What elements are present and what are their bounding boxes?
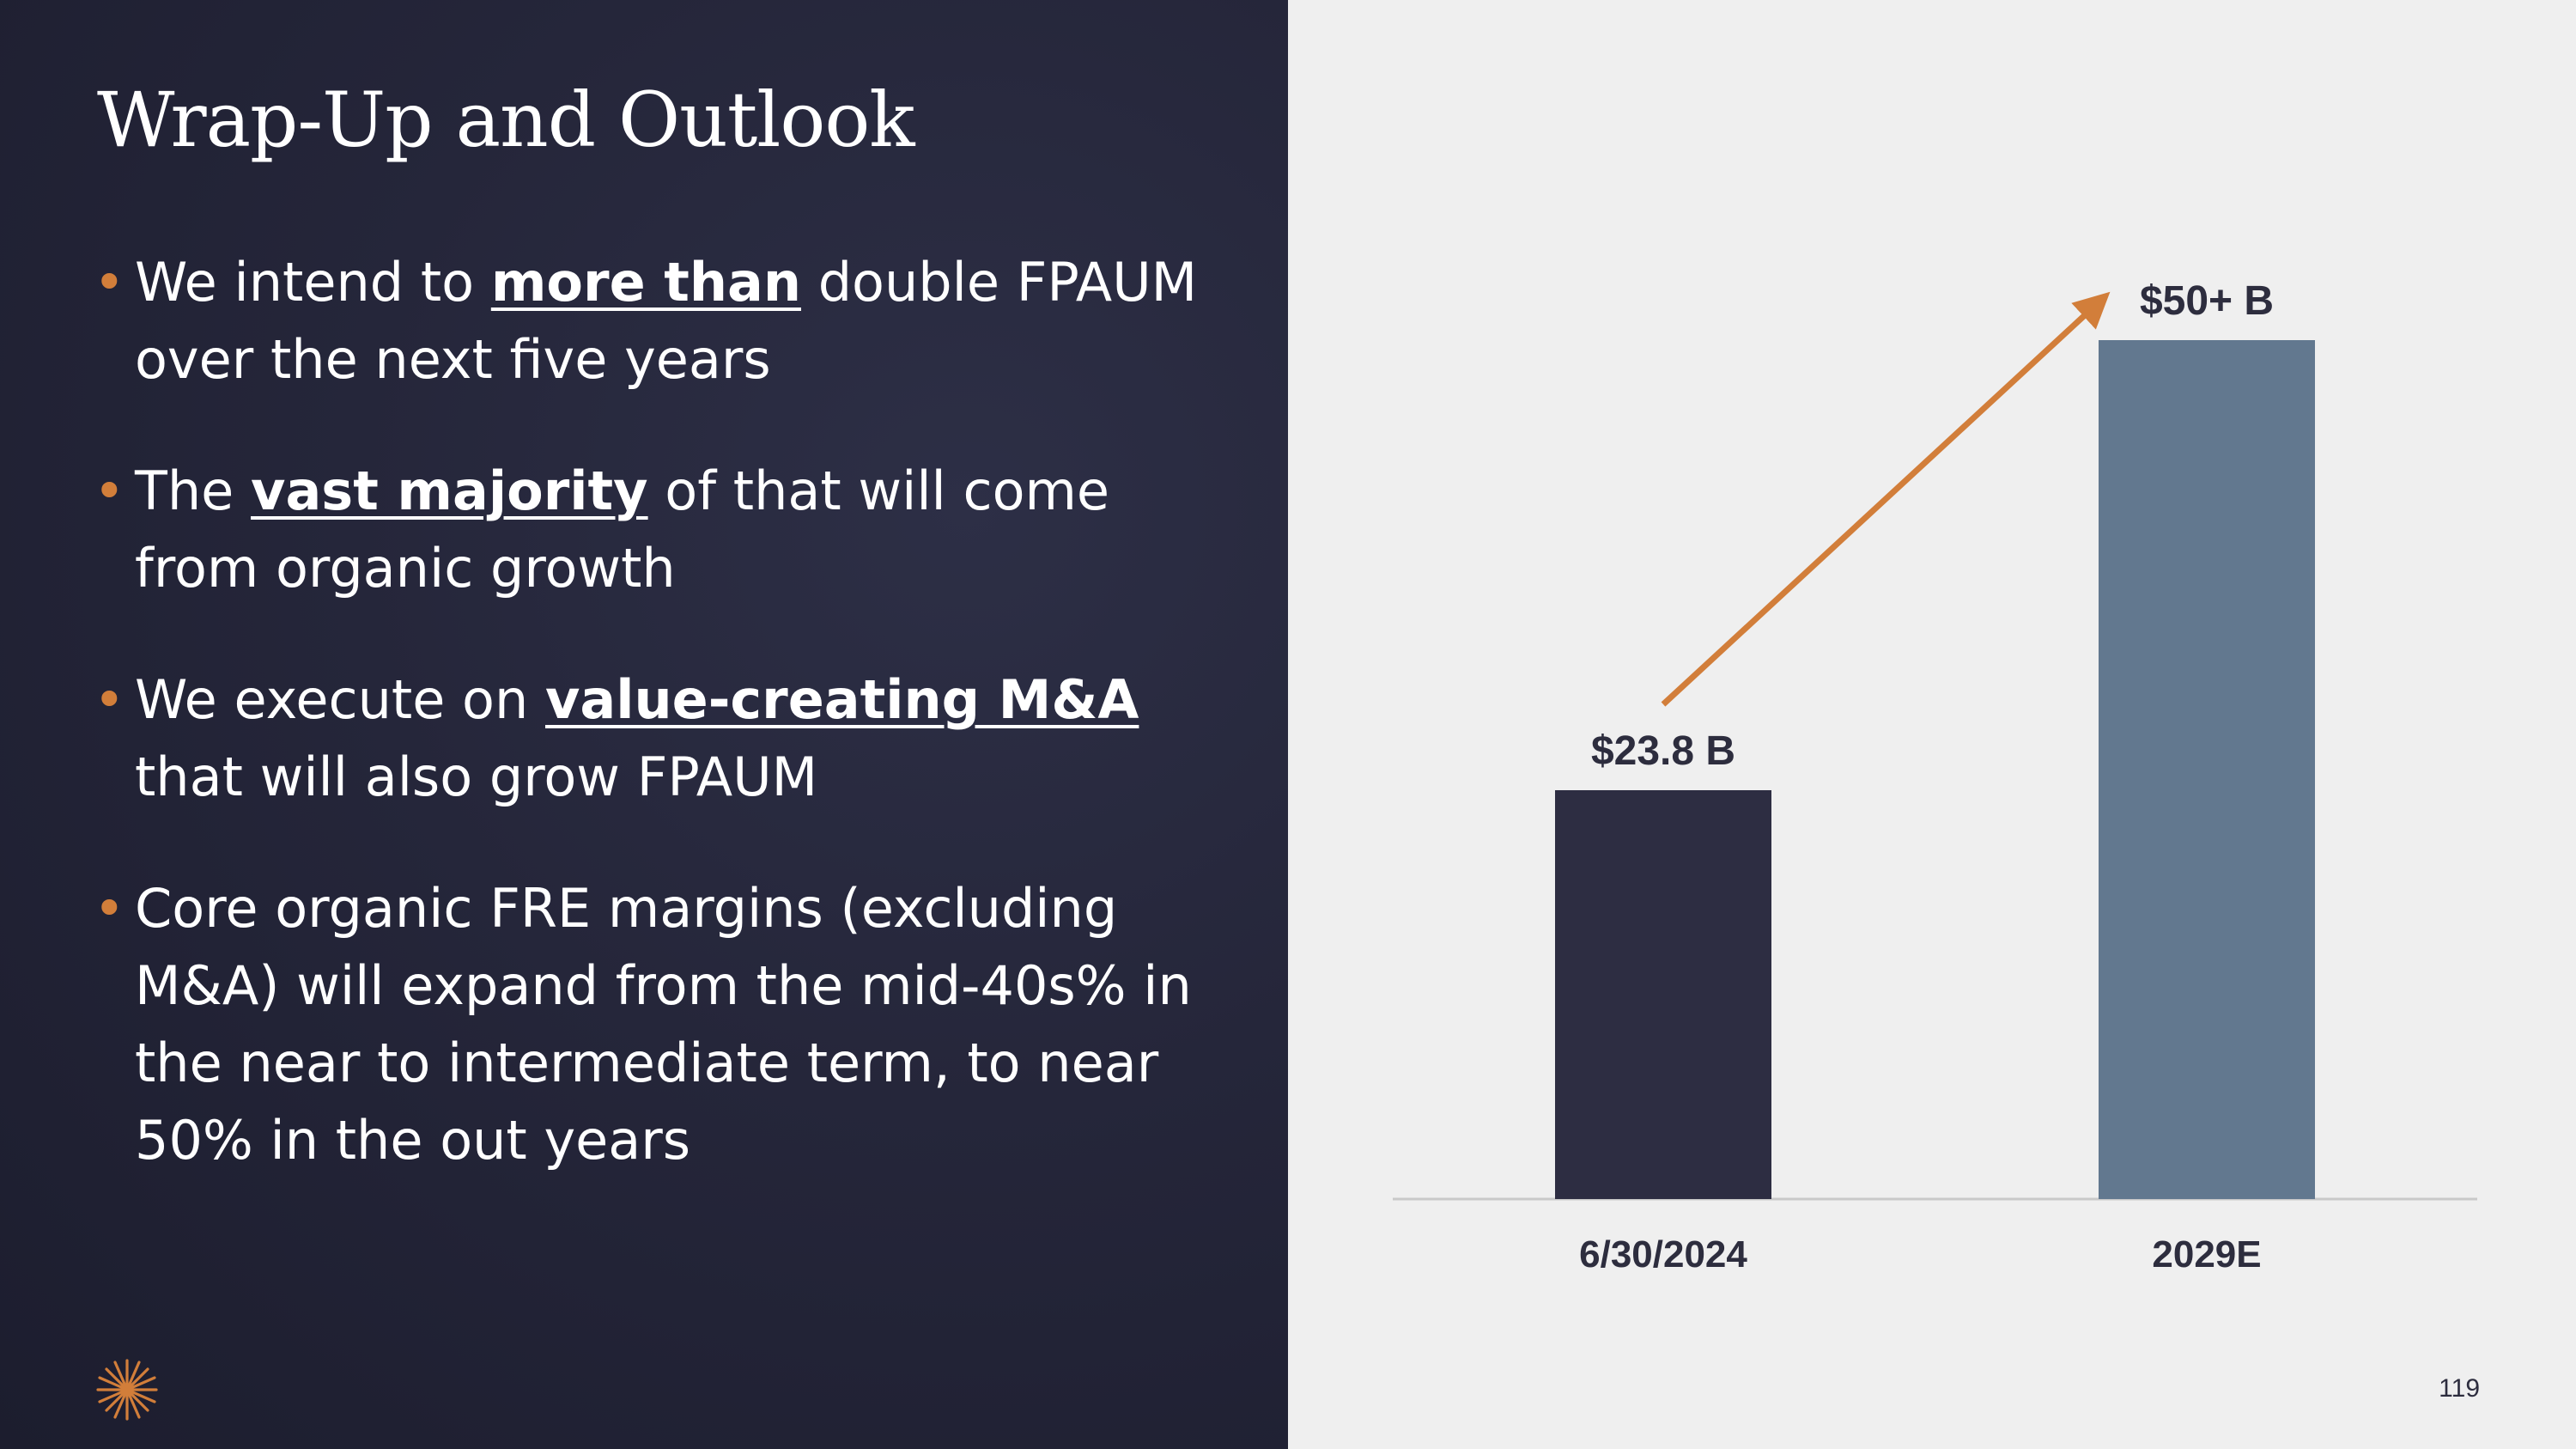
bullet-dot-icon: • (94, 460, 125, 522)
bullet-dot-icon: • (94, 877, 125, 940)
page-number: 119 (2439, 1374, 2480, 1403)
bar-data-label-2: $50+ B (2140, 278, 2274, 324)
x-tick-label-2: 2029E (2152, 1233, 2261, 1275)
bullet-text-post: double FPAUM over the next five years (135, 251, 1198, 391)
bullet-text-pre: The (135, 460, 252, 522)
bullet-emphasis: more than (490, 251, 801, 314)
chart-panel (1288, 0, 2576, 1449)
bullet-item-3: • We execute on value-creating M&A that … (94, 661, 1208, 816)
bullet-item-2: • The vast majority of that will come fr… (94, 453, 1208, 607)
growth-arrow (1661, 291, 2111, 707)
bullet-text-pre: Core organic FRE margins (excluding M&A)… (135, 877, 1192, 1172)
bullet-item-1: • We intend to more than double FPAUM ov… (94, 244, 1208, 399)
bar-data-label-1: $23.8 B (1591, 728, 1735, 774)
bar-1 (1555, 790, 1771, 1199)
bullet-text-pre: We execute on (135, 668, 545, 731)
x-tick-label-1: 6/30/2024 (1579, 1233, 1747, 1275)
bullet-item-4: • Core organic FRE margins (excluding M&… (94, 870, 1208, 1179)
starburst-logo-icon (96, 1359, 158, 1421)
bullet-text-pre: We intend to (135, 251, 491, 314)
bar-2 (2099, 340, 2315, 1199)
bullet-emphasis: vast majority (251, 460, 648, 522)
bullet-text-post: that will also grow FPAUM (135, 746, 818, 808)
slide-title: Wrap-Up and Outlook (97, 76, 915, 164)
bullet-dot-icon: • (94, 668, 125, 731)
left-panel: Wrap-Up and Outlook • We intend to more … (0, 0, 1288, 1449)
bullet-text-post: of that will come from organic growth (135, 460, 1110, 600)
bullet-emphasis: value-creating M&A (545, 668, 1139, 731)
bullet-dot-icon: • (94, 251, 125, 314)
